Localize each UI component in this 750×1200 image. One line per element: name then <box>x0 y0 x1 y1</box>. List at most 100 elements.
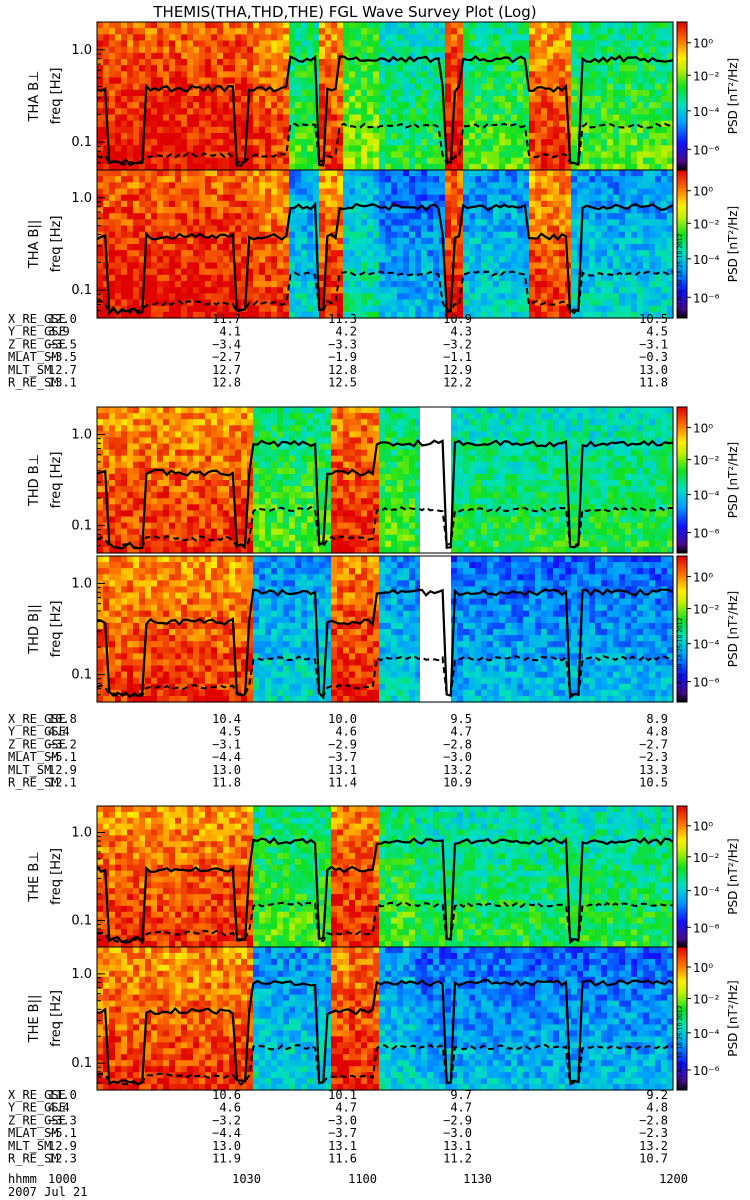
heatmap-cell <box>127 274 134 282</box>
heatmap-cell <box>253 163 260 171</box>
heatmap-cell <box>529 207 536 214</box>
heatmap-cell <box>415 219 422 227</box>
heatmap-cell <box>649 65 656 72</box>
heatmap-cell <box>145 528 152 536</box>
heatmap-cell <box>229 22 236 29</box>
heatmap-cell <box>463 133 470 140</box>
heatmap-cell <box>163 443 170 451</box>
heatmap-cell <box>229 194 236 202</box>
heatmap-cell <box>643 299 650 307</box>
heatmap-cell <box>577 83 584 91</box>
heatmap-cell <box>301 274 308 282</box>
heatmap-cell <box>649 281 656 288</box>
heatmap-cell <box>247 225 254 233</box>
heatmap-cell <box>367 71 374 79</box>
heatmap-cell <box>517 194 524 202</box>
heatmap-cell <box>175 145 182 153</box>
heatmap-cell <box>379 46 386 54</box>
heatmap-cell <box>163 528 170 536</box>
heatmap-cell <box>415 96 422 103</box>
heatmap-cell <box>235 287 242 294</box>
heatmap-cell <box>133 225 140 233</box>
heatmap-cell <box>535 188 542 196</box>
heatmap-cell <box>313 182 320 190</box>
heatmap-cell <box>295 237 302 245</box>
heatmap-cell <box>109 133 116 140</box>
heatmap-cell <box>517 71 524 79</box>
heatmap-cell <box>583 250 590 257</box>
heatmap-cell <box>493 176 500 183</box>
heatmap-cell <box>301 65 308 72</box>
heatmap-cell <box>145 157 152 165</box>
heatmap-cell <box>241 182 248 190</box>
heatmap-cell <box>547 133 554 140</box>
heatmap-cell <box>475 151 482 159</box>
heatmap-cell <box>427 22 434 29</box>
heatmap-cell <box>97 207 104 214</box>
heatmap-cell <box>163 163 170 171</box>
heatmap-cell <box>613 96 620 103</box>
heatmap-cell <box>361 126 368 134</box>
heatmap-cell <box>379 22 386 29</box>
heatmap-cell <box>217 77 224 85</box>
heatmap-cell <box>403 108 410 116</box>
heatmap-cell <box>265 126 272 134</box>
heatmap-cell <box>265 268 272 276</box>
heatmap-cell <box>229 71 236 79</box>
heatmap-cell <box>601 22 608 29</box>
heatmap-cell <box>661 219 668 227</box>
heatmap-cell <box>439 65 446 72</box>
heatmap-cell <box>487 188 494 196</box>
heatmap-cell <box>541 46 548 54</box>
heatmap-cell <box>289 22 296 29</box>
heatmap-cell <box>535 163 542 171</box>
heatmap-cell <box>217 126 224 134</box>
heatmap-cell <box>457 22 464 29</box>
heatmap-cell <box>127 126 134 134</box>
heatmap-cell <box>223 34 230 42</box>
heatmap-cell <box>157 219 164 227</box>
heatmap-cell <box>163 455 170 463</box>
heatmap-cell <box>517 46 524 54</box>
heatmap-cell <box>169 311 176 319</box>
heatmap-cell <box>595 188 602 196</box>
heatmap-cell <box>451 151 458 159</box>
heatmap-cell <box>391 151 398 159</box>
heatmap-cell <box>517 114 524 122</box>
heatmap-cell <box>325 108 332 116</box>
heatmap-cell <box>391 114 398 122</box>
heatmap-cell <box>361 145 368 153</box>
heatmap-cell <box>433 102 440 109</box>
heatmap-cell <box>313 34 320 42</box>
heatmap-cell <box>469 77 476 85</box>
heatmap-cell <box>493 250 500 257</box>
heatmap-cell <box>115 268 122 276</box>
heatmap-cell <box>493 151 500 159</box>
heatmap-cell <box>187 213 194 220</box>
heatmap-cell <box>523 114 530 122</box>
heatmap-cell <box>307 293 314 301</box>
heatmap-cell <box>541 311 548 319</box>
heatmap-cell <box>571 293 578 301</box>
heatmap-cell <box>499 52 506 60</box>
heatmap-cell <box>427 163 434 171</box>
heatmap-cell <box>103 461 110 469</box>
heatmap-cell <box>487 40 494 48</box>
heatmap-cell <box>277 71 284 79</box>
heatmap-cell <box>487 126 494 134</box>
heatmap-cell <box>211 145 218 153</box>
heatmap-cell <box>115 102 122 109</box>
heatmap-cell <box>301 71 308 79</box>
heatmap-cell <box>655 225 662 233</box>
heatmap-cell <box>283 287 290 294</box>
heatmap-cell <box>223 213 230 220</box>
heatmap-cell <box>547 120 554 128</box>
heatmap-cell <box>463 281 470 288</box>
heatmap-cell <box>451 139 458 146</box>
heatmap-cell <box>217 133 224 140</box>
heatmap-cell <box>505 200 512 208</box>
heatmap-cell <box>571 163 578 171</box>
heatmap-cell <box>217 157 224 165</box>
heatmap-cell <box>169 540 176 548</box>
heatmap-cell <box>283 22 290 29</box>
